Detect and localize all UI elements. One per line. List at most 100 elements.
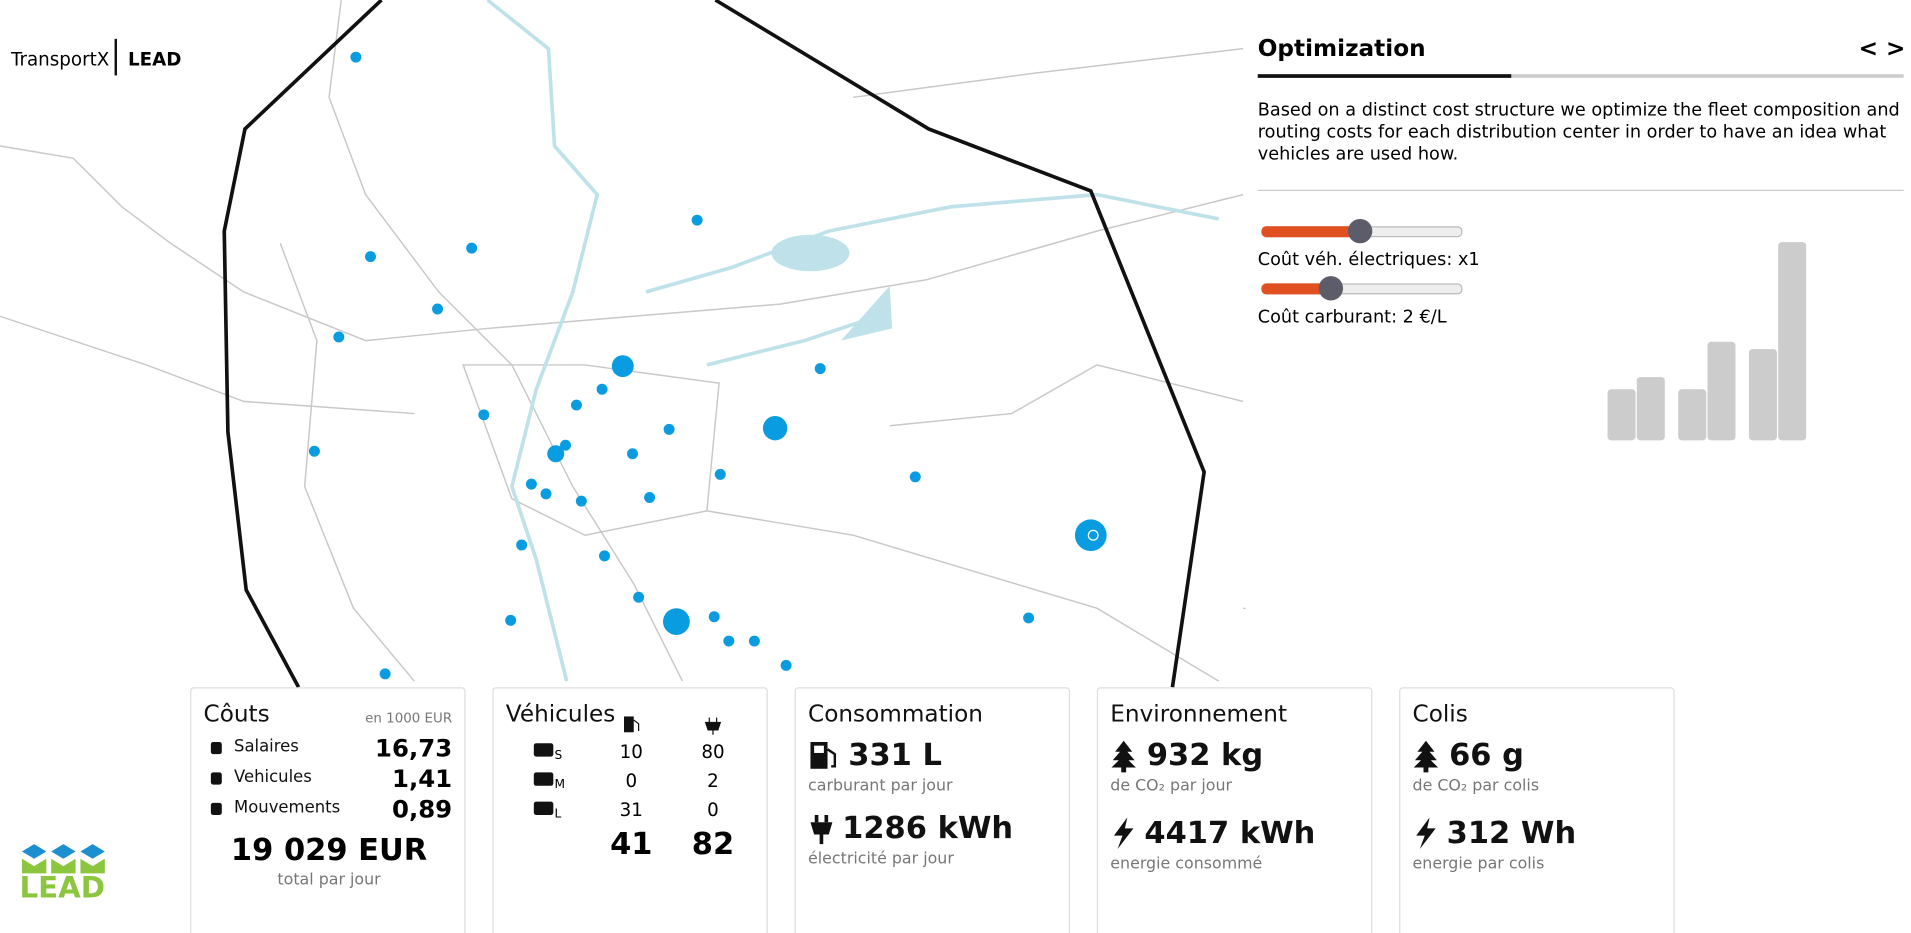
depot [570, 399, 582, 411]
bar [1636, 377, 1665, 441]
tree-icon [1111, 740, 1136, 773]
lake [771, 234, 850, 272]
brand-sub: LEAD [127, 48, 182, 71]
card-environment: Environnement 932 kg de CO₂ par jour 441… [1096, 687, 1373, 933]
row-icon [210, 742, 222, 755]
depot [627, 448, 639, 460]
size-label: M [554, 778, 566, 792]
road [0, 145, 1244, 342]
depot [505, 614, 517, 626]
bolt-icon [1416, 817, 1436, 850]
card-title: Environnement [1110, 700, 1288, 728]
fuel-total: 41 [610, 825, 653, 862]
truck-icon [533, 772, 554, 786]
depot-selected [1087, 529, 1099, 541]
slider-fill [1261, 283, 1331, 295]
electric-count: 0 [707, 799, 719, 822]
depot [516, 539, 528, 551]
fuel-icon [633, 719, 640, 732]
row-label: Mouvements [234, 797, 341, 818]
zone-border [714, 0, 1207, 688]
rivers [486, 0, 1220, 682]
depot [1074, 519, 1107, 552]
logo-shape [51, 858, 76, 874]
electricity: 1286 kWh [842, 810, 1014, 846]
panel-nav[interactable]: < > [1858, 35, 1906, 63]
depot [633, 591, 645, 603]
truck-icon [533, 801, 554, 815]
depot [611, 355, 634, 378]
fuel-label: carburant par jour [808, 777, 953, 796]
plug-icon [810, 814, 833, 845]
panel-description: Based on a distinct cost structure we op… [1257, 100, 1900, 165]
unit: en 1000 EUR [365, 710, 453, 727]
depot [466, 242, 478, 254]
card-title: Côuts [203, 700, 270, 728]
brand: TransportX [10, 48, 110, 71]
road [706, 510, 1220, 682]
depot [663, 608, 690, 635]
depot [762, 416, 788, 441]
bar [1778, 242, 1807, 441]
depot [814, 363, 826, 375]
logo-shape [80, 844, 105, 859]
river [645, 192, 1220, 294]
logo-text: LEAD [19, 870, 106, 906]
tree-icon [1111, 740, 1136, 773]
depot [365, 251, 376, 263]
card-consumption: Consommation 331 L carburant par jour 12… [794, 687, 1071, 933]
depot [540, 488, 552, 500]
road [0, 315, 415, 415]
row-label: Vehicules [234, 767, 312, 788]
progress [1257, 74, 1904, 78]
depot [432, 303, 444, 315]
co2-label: de CO₂ par colis [1412, 777, 1540, 796]
logo-mark [21, 844, 105, 874]
bolt-icon [1416, 817, 1436, 850]
logo-shape [21, 844, 47, 859]
road [889, 364, 1244, 427]
zone-border [222, 0, 383, 689]
river [486, 0, 600, 682]
bar [1678, 389, 1707, 441]
depot [599, 550, 610, 562]
depot [525, 478, 537, 490]
depot [596, 383, 608, 395]
truck-icon [533, 743, 554, 757]
panel-title: Optimization [1257, 35, 1426, 63]
card-vehicles: Véhicules S 10 80 M 0 2 L 31 0 41 82 [492, 687, 768, 933]
slider-label: Coût véh. électriques: x1 [1257, 250, 1480, 271]
depot [333, 331, 345, 343]
co2: 66 g [1449, 737, 1524, 773]
fuel-icon [810, 742, 837, 769]
tree-icon [1413, 740, 1439, 773]
slider-thumb[interactable] [1318, 276, 1344, 301]
road [462, 364, 720, 536]
bar [1748, 349, 1777, 441]
lake [840, 285, 893, 341]
row-icon [210, 802, 222, 815]
fleet-chart [1607, 242, 1807, 441]
row-value: 0,89 [391, 794, 453, 824]
depot [723, 635, 735, 647]
logo-shape [51, 844, 76, 859]
card-title: Véhicules [505, 700, 616, 728]
river [706, 314, 879, 367]
card-title: Consommation [808, 700, 983, 728]
co2-label: de CO₂ par jour [1110, 777, 1233, 796]
bolt-icon [1113, 817, 1134, 850]
depot [691, 214, 703, 226]
slider-thumb[interactable] [1347, 218, 1373, 244]
fuel-count: 0 [625, 769, 638, 792]
electric-count: 2 [707, 769, 719, 792]
depot [714, 468, 726, 480]
electric-total: 82 [691, 825, 735, 862]
fuel-icon [814, 745, 824, 753]
row-label: Salaires [234, 737, 299, 757]
bolt-icon [1113, 817, 1134, 850]
co2: 932 kg [1146, 737, 1264, 773]
card-costs: Côuts en 1000 EUR Salaires 16,73 Vehicules… [190, 687, 466, 933]
energy-label: energie consommé [1110, 855, 1263, 874]
